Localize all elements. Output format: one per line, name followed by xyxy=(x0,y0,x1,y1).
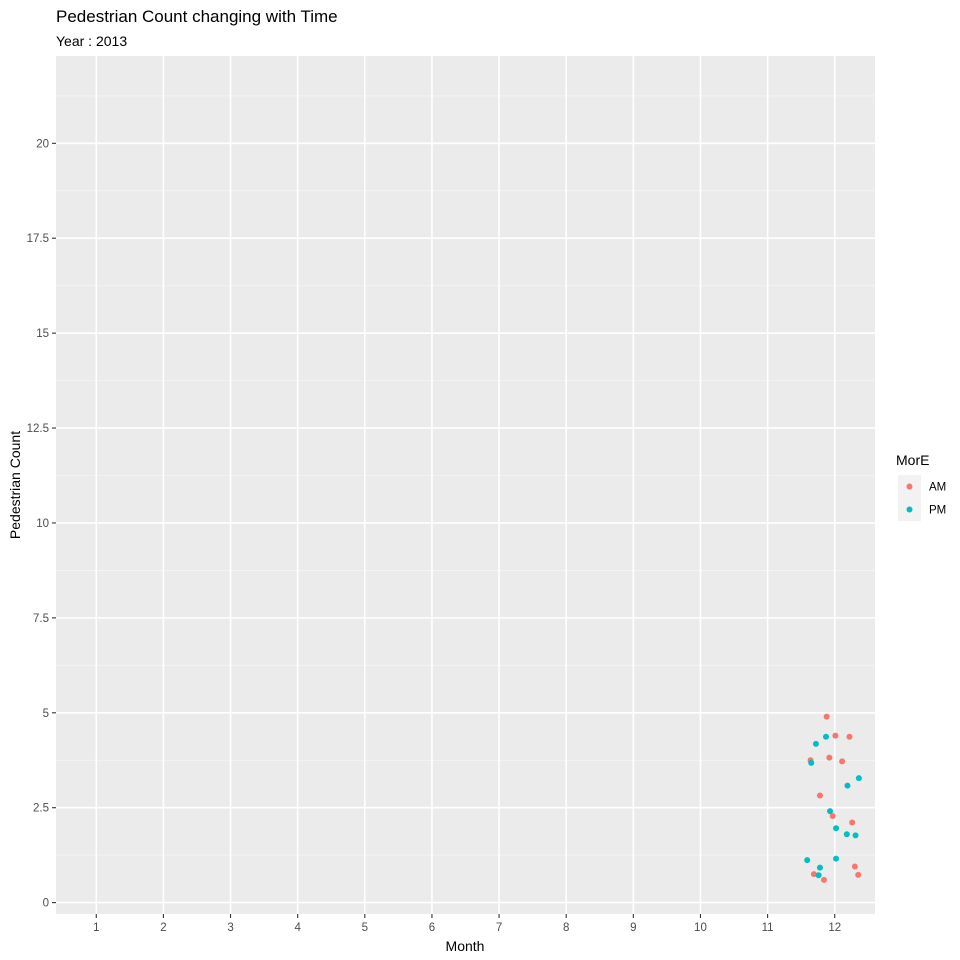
data-point-pm xyxy=(804,857,811,864)
legend-items: AM PM xyxy=(898,475,946,521)
x-tick-label: 6 xyxy=(429,922,435,934)
data-points xyxy=(804,713,862,883)
x-tick-label: 9 xyxy=(630,922,636,934)
y-tick-label: 12.5 xyxy=(27,423,49,435)
y-axis: 0 2.5 5 7.5 10 12.5 15 17.5 20 xyxy=(27,138,56,910)
legend-label-pm: PM xyxy=(929,505,946,517)
chart-subtitle: Year : 2013 xyxy=(56,33,127,49)
data-point-am xyxy=(851,863,858,870)
data-point-pm xyxy=(827,808,834,815)
x-tick-label: 8 xyxy=(563,922,569,934)
data-point-am xyxy=(832,732,839,739)
data-point-pm xyxy=(816,864,823,871)
y-axis-title: Pedestrian Count xyxy=(7,431,23,539)
y-tick-label: 0 xyxy=(43,898,49,910)
data-point-pm xyxy=(844,782,851,789)
data-point-am xyxy=(820,876,827,883)
y-tick-label: 5 xyxy=(43,708,49,720)
data-point-am xyxy=(846,733,853,740)
data-point-pm xyxy=(843,831,850,838)
data-point-am xyxy=(829,813,836,820)
y-tick-label: 2.5 xyxy=(33,803,49,815)
plot-panel xyxy=(56,56,875,914)
data-point-pm xyxy=(815,872,822,879)
x-tick-label: 4 xyxy=(294,922,301,934)
x-tick-label: 10 xyxy=(694,922,707,934)
legend-marker-am xyxy=(906,483,913,490)
data-point-pm xyxy=(812,740,819,747)
data-point-pm xyxy=(855,775,862,782)
data-point-am xyxy=(839,758,846,765)
x-tick-label: 3 xyxy=(227,922,233,934)
x-axis: 1 2 3 4 5 6 7 8 9 10 11 12 xyxy=(93,914,841,934)
x-tick-label: 5 xyxy=(362,922,368,934)
y-tick-label: 10 xyxy=(36,518,49,530)
data-point-pm xyxy=(808,759,815,766)
x-tick-label: 2 xyxy=(160,922,166,934)
chart-title: Pedestrian Count changing with Time xyxy=(56,7,338,26)
minor-gridlines xyxy=(56,95,875,856)
y-tick-label: 7.5 xyxy=(33,613,49,625)
y-tick-label: 15 xyxy=(36,328,49,340)
major-gridlines xyxy=(56,56,875,914)
data-point-am xyxy=(849,819,856,826)
data-point-pm xyxy=(833,855,840,862)
y-tick-label: 17.5 xyxy=(27,233,49,245)
data-point-am xyxy=(823,713,830,720)
x-tick-label: 12 xyxy=(828,922,841,934)
legend-label-am: AM xyxy=(929,482,946,494)
y-tick-label: 20 xyxy=(36,138,49,150)
x-axis-title: Month xyxy=(446,938,485,954)
x-tick-label: 1 xyxy=(93,922,99,934)
data-point-am xyxy=(826,754,833,761)
data-point-pm xyxy=(833,825,840,832)
legend-marker-pm xyxy=(906,506,913,513)
x-tick-label: 7 xyxy=(496,922,502,934)
data-point-pm xyxy=(852,832,859,839)
data-point-am xyxy=(816,792,823,799)
data-point-am xyxy=(810,871,817,878)
data-point-pm xyxy=(822,733,829,740)
data-point-am xyxy=(855,871,862,878)
x-tick-label: 11 xyxy=(762,922,774,934)
legend-title: MorE xyxy=(896,452,929,468)
legend: MorE AM PM xyxy=(896,452,946,521)
